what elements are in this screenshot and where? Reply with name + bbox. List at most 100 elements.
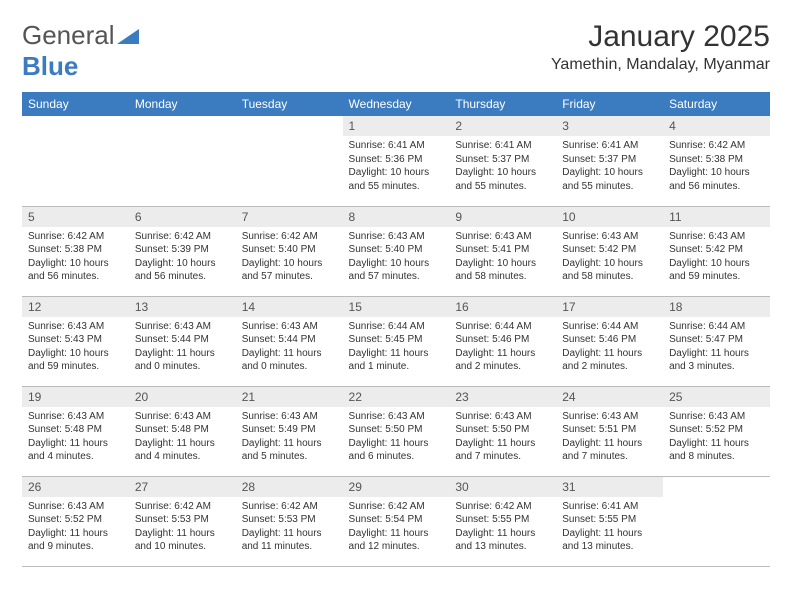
sunset-line: Sunset: 5:36 PM	[349, 154, 423, 165]
sunrise-line: Sunrise: 6:42 AM	[135, 501, 211, 512]
sunset-line: Sunset: 5:53 PM	[242, 514, 316, 525]
sunset-line: Sunset: 5:48 PM	[28, 424, 102, 435]
sunset-line: Sunset: 5:49 PM	[242, 424, 316, 435]
day-details: Sunrise: 6:41 AMSunset: 5:37 PMDaylight:…	[556, 136, 663, 198]
sunset-line: Sunset: 5:44 PM	[242, 334, 316, 345]
day-details: Sunrise: 6:43 AMSunset: 5:42 PMDaylight:…	[556, 227, 663, 289]
sunrise-line: Sunrise: 6:43 AM	[28, 501, 104, 512]
day-number: 17	[556, 297, 663, 317]
daylight-line: Daylight: 11 hours and 12 minutes.	[349, 528, 429, 553]
daylight-line: Daylight: 10 hours and 55 minutes.	[349, 167, 430, 192]
sunset-line: Sunset: 5:41 PM	[455, 244, 529, 255]
day-details: Sunrise: 6:43 AMSunset: 5:50 PMDaylight:…	[343, 407, 450, 469]
calendar-empty-cell	[663, 476, 770, 566]
day-number: 8	[343, 207, 450, 227]
daylight-line: Daylight: 11 hours and 13 minutes.	[562, 528, 642, 553]
day-number: 24	[556, 387, 663, 407]
calendar-day-cell: 13Sunrise: 6:43 AMSunset: 5:44 PMDayligh…	[129, 296, 236, 386]
calendar-day-cell: 24Sunrise: 6:43 AMSunset: 5:51 PMDayligh…	[556, 386, 663, 476]
daylight-line: Daylight: 10 hours and 56 minutes.	[669, 167, 750, 192]
daylight-line: Daylight: 10 hours and 58 minutes.	[562, 258, 643, 283]
day-details: Sunrise: 6:43 AMSunset: 5:48 PMDaylight:…	[129, 407, 236, 469]
day-details: Sunrise: 6:42 AMSunset: 5:38 PMDaylight:…	[22, 227, 129, 289]
calendar-week-row: 26 Sunrise: 6:43 AM Sunset: 5:52 PM Dayligh…	[22, 476, 770, 566]
day-details: Sunrise: 6:43 AMSunset: 5:43 PMDaylight:…	[22, 317, 129, 379]
daylight-line: Daylight: 11 hours and 2 minutes.	[562, 348, 642, 373]
day-number: 3	[556, 116, 663, 136]
sunrise-line: Sunrise: 6:42 AM	[242, 501, 318, 512]
sunrise-line: Sunrise: 6:41 AM	[562, 140, 638, 151]
day-number: 26	[22, 477, 129, 497]
day-number: 11	[663, 207, 770, 227]
sunset-line: Sunset: 5:52 PM	[28, 514, 102, 525]
day-number: 27	[129, 477, 236, 497]
sunrise-line: Sunrise: 6:43 AM	[242, 411, 318, 422]
weekday-header: Thursday	[449, 92, 556, 116]
day-number: 7	[236, 207, 343, 227]
sunset-line: Sunset: 5:44 PM	[135, 334, 209, 345]
sunrise-line: Sunrise: 6:43 AM	[135, 411, 211, 422]
sunset-line: Sunset: 5:40 PM	[349, 244, 423, 255]
day-number: 31	[556, 477, 663, 497]
day-details: Sunrise: 6:42 AMSunset: 5:55 PMDaylight:…	[449, 497, 556, 559]
day-details: Sunrise: 6:43 AMSunset: 5:49 PMDaylight:…	[236, 407, 343, 469]
calendar-day-cell: 26 Sunrise: 6:43 AM Sunset: 5:52 PM Dayligh…	[22, 476, 129, 566]
calendar-table: SundayMondayTuesdayWednesdayThursdayFrid…	[22, 92, 770, 567]
day-number: 28	[236, 477, 343, 497]
day-number: 5	[22, 207, 129, 227]
day-number: 9	[449, 207, 556, 227]
sunrise-line: Sunrise: 6:43 AM	[562, 231, 638, 242]
calendar-day-cell: 23Sunrise: 6:43 AMSunset: 5:50 PMDayligh…	[449, 386, 556, 476]
sunrise-line: Sunrise: 6:43 AM	[562, 411, 638, 422]
calendar-day-cell: 28Sunrise: 6:42 AMSunset: 5:53 PMDayligh…	[236, 476, 343, 566]
day-number: 25	[663, 387, 770, 407]
weekday-header: Friday	[556, 92, 663, 116]
calendar-day-cell: 27Sunrise: 6:42 AMSunset: 5:53 PMDayligh…	[129, 476, 236, 566]
day-details: Sunrise: 6:43 AM Sunset: 5:52 PM Daylight:…	[22, 497, 129, 559]
sunrise-line: Sunrise: 6:44 AM	[455, 321, 531, 332]
day-details: Sunrise: 6:44 AMSunset: 5:45 PMDaylight:…	[343, 317, 450, 379]
sunrise-line: Sunrise: 6:42 AM	[28, 231, 104, 242]
day-details: Sunrise: 6:42 AMSunset: 5:40 PMDaylight:…	[236, 227, 343, 289]
calendar-day-cell: 1Sunrise: 6:41 AMSunset: 5:36 PMDaylight…	[343, 116, 450, 206]
sunset-line: Sunset: 5:50 PM	[455, 424, 529, 435]
daylight-line: Daylight: 10 hours and 56 minutes.	[28, 258, 109, 283]
title-block: January 2025 Yamethin, Mandalay, Myanmar	[551, 20, 770, 74]
calendar-week-row: 19Sunrise: 6:43 AMSunset: 5:48 PMDayligh…	[22, 386, 770, 476]
sunrise-line: Sunrise: 6:43 AM	[28, 411, 104, 422]
sunrise-line: Sunrise: 6:43 AM	[669, 231, 745, 242]
day-number: 29	[343, 477, 450, 497]
logo-word-2: Blue	[22, 51, 78, 81]
sunrise-line: Sunrise: 6:42 AM	[455, 501, 531, 512]
day-details: Sunrise: 6:44 AMSunset: 5:46 PMDaylight:…	[449, 317, 556, 379]
day-details: Sunrise: 6:43 AMSunset: 5:50 PMDaylight:…	[449, 407, 556, 469]
month-title: January 2025	[551, 20, 770, 54]
daylight-line: Daylight: 11 hours and 3 minutes.	[669, 348, 749, 373]
daylight-line: Daylight: 11 hours and 9 minutes.	[28, 528, 108, 553]
daylight-line: Daylight: 10 hours and 55 minutes.	[455, 167, 536, 192]
sunrise-line: Sunrise: 6:42 AM	[242, 231, 318, 242]
calendar-day-cell: 21Sunrise: 6:43 AMSunset: 5:49 PMDayligh…	[236, 386, 343, 476]
calendar-day-cell: 7Sunrise: 6:42 AMSunset: 5:40 PMDaylight…	[236, 206, 343, 296]
location-text: Yamethin, Mandalay, Myanmar	[551, 56, 770, 74]
day-number: 22	[343, 387, 450, 407]
weekday-row: SundayMondayTuesdayWednesdayThursdayFrid…	[22, 92, 770, 116]
day-number: 2	[449, 116, 556, 136]
day-details: Sunrise: 6:43 AMSunset: 5:44 PMDaylight:…	[236, 317, 343, 379]
sunrise-line: Sunrise: 6:41 AM	[562, 501, 638, 512]
day-number: 12	[22, 297, 129, 317]
calendar-thead: SundayMondayTuesdayWednesdayThursdayFrid…	[22, 92, 770, 116]
day-details: Sunrise: 6:42 AMSunset: 5:53 PMDaylight:…	[236, 497, 343, 559]
daylight-line: Daylight: 10 hours and 59 minutes.	[669, 258, 750, 283]
day-number: 23	[449, 387, 556, 407]
weekday-header: Wednesday	[343, 92, 450, 116]
daylight-line: Daylight: 10 hours and 57 minutes.	[349, 258, 430, 283]
day-details: Sunrise: 6:42 AMSunset: 5:53 PMDaylight:…	[129, 497, 236, 559]
day-details: Sunrise: 6:43 AMSunset: 5:40 PMDaylight:…	[343, 227, 450, 289]
sunrise-line: Sunrise: 6:43 AM	[349, 411, 425, 422]
sunrise-line: Sunrise: 6:43 AM	[28, 321, 104, 332]
sunrise-line: Sunrise: 6:42 AM	[669, 140, 745, 151]
day-number: 19	[22, 387, 129, 407]
day-details: Sunrise: 6:44 AMSunset: 5:47 PMDaylight:…	[663, 317, 770, 379]
calendar-day-cell: 8Sunrise: 6:43 AMSunset: 5:40 PMDaylight…	[343, 206, 450, 296]
